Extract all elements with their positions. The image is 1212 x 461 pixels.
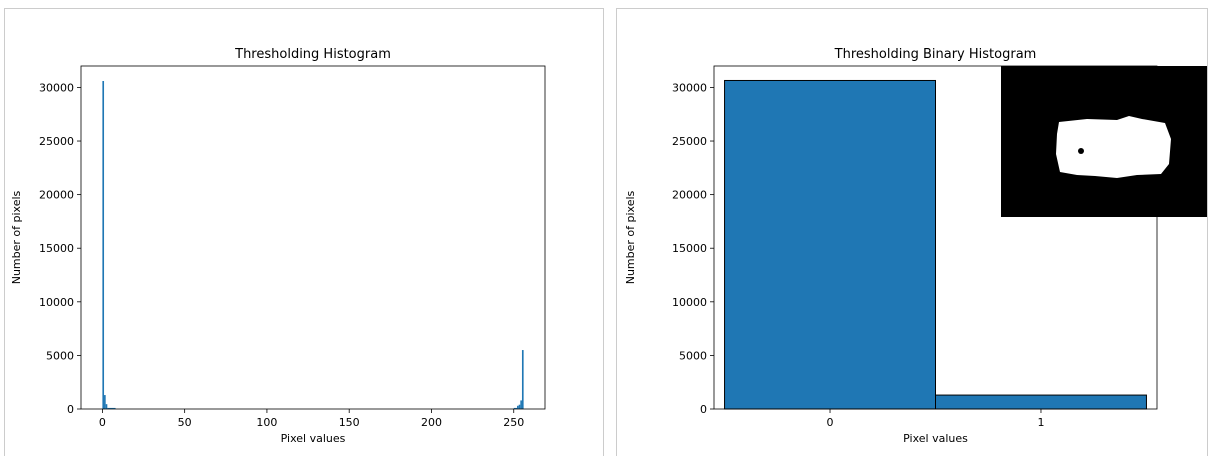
y-tick-label: 0 <box>67 403 74 416</box>
y-tick-label: 5000 <box>46 349 74 362</box>
x-tick-label: 50 <box>178 416 192 429</box>
chart-title: Thresholding Histogram <box>234 47 391 62</box>
page: {"chart_data": [ {"type": "histogram", "… <box>0 0 1212 456</box>
chart-title: Thresholding Binary Histogram <box>834 47 1037 62</box>
plot-frame <box>81 66 545 409</box>
y-tick-label: 20000 <box>672 189 707 202</box>
bar <box>725 80 936 409</box>
x-axis-label: Pixel values <box>903 432 968 445</box>
y-axis-label: Number of pixels <box>10 190 23 284</box>
x-tick-label: 1 <box>1037 416 1044 429</box>
histogram-bar <box>106 404 108 409</box>
histogram-bar <box>519 405 521 409</box>
x-tick-label: 250 <box>503 416 524 429</box>
y-tick-label: 10000 <box>672 296 707 309</box>
x-tick-label: 150 <box>339 416 360 429</box>
y-tick-label: 15000 <box>39 242 74 255</box>
y-tick-label: 0 <box>700 403 707 416</box>
y-tick-label: 25000 <box>39 135 74 148</box>
x-tick-label: 0 <box>99 416 106 429</box>
y-tick-label: 30000 <box>39 81 74 94</box>
histogram-bar <box>102 81 104 409</box>
y-tick-label: 10000 <box>39 296 74 309</box>
y-axis-label: Number of pixels <box>624 190 637 284</box>
chart-panel: Number of pixels Pixel values Thresholding… <box>616 8 1208 456</box>
histogram-bar <box>517 406 519 409</box>
y-tick-label: 30000 <box>672 81 707 94</box>
histogram-bar <box>520 400 522 409</box>
x-tick-label: 100 <box>256 416 277 429</box>
x-axis-label: Pixel values <box>281 432 346 445</box>
histogram-bar <box>522 350 524 409</box>
chart-panel: Number of pixels Pixel values Thresholding… <box>4 8 604 456</box>
chart: Number of pixels Pixel values Thresholding… <box>5 9 603 457</box>
inset-image <box>1001 66 1207 217</box>
y-tick-label: 15000 <box>672 242 707 255</box>
chart: Number of pixels Pixel values Thresholding… <box>617 9 1207 457</box>
x-tick-label: 0 <box>827 416 834 429</box>
y-tick-label: 25000 <box>672 135 707 148</box>
histogram-bar <box>104 395 106 409</box>
y-tick-label: 5000 <box>679 349 707 362</box>
y-tick-label: 20000 <box>39 189 74 202</box>
x-tick-label: 200 <box>421 416 442 429</box>
bar <box>936 395 1147 409</box>
